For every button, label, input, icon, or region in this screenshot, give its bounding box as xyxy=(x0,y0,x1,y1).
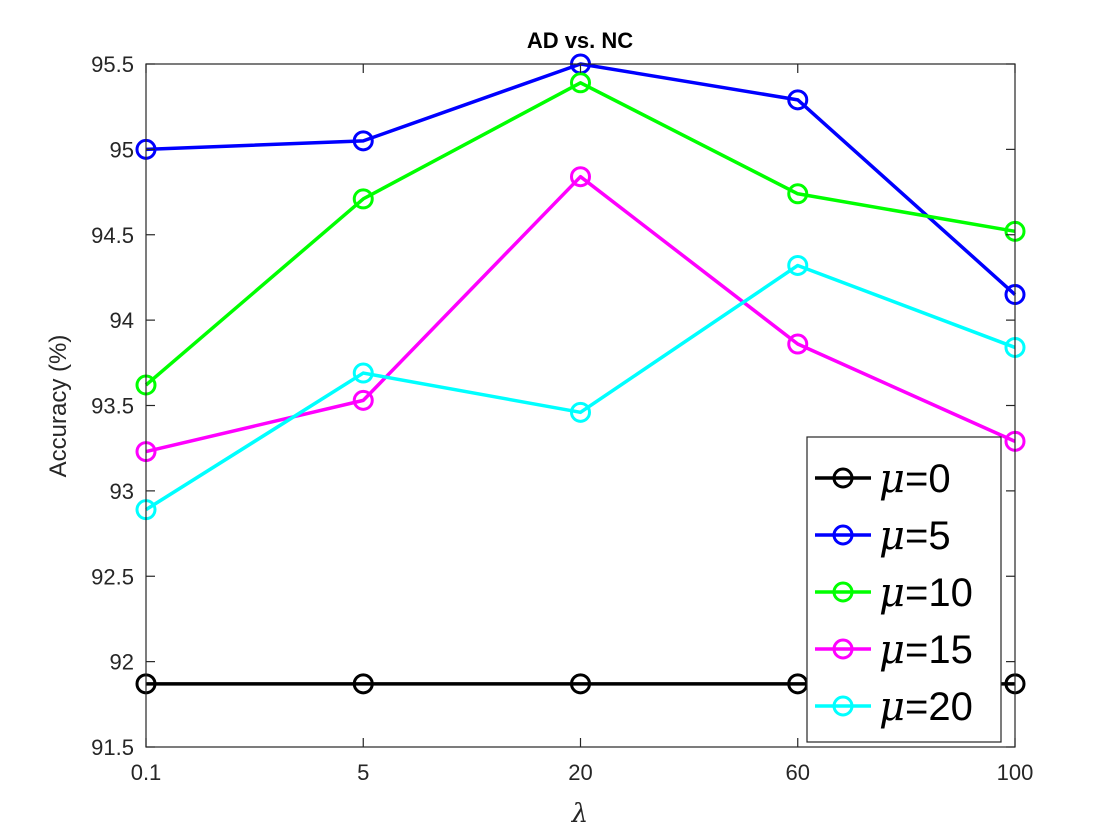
x-axis-label: λ xyxy=(571,799,588,829)
y-tick-label: 95 xyxy=(110,137,134,162)
legend-label: μ=5 xyxy=(879,513,951,559)
series-line xyxy=(145,263,1016,512)
y-tick-label: 94.5 xyxy=(91,223,134,248)
legend-value: =0 xyxy=(905,457,951,501)
legend-symbol: μ xyxy=(879,513,905,559)
y-tick-label: 92 xyxy=(110,650,134,675)
legend-item: μ=15 xyxy=(815,627,973,673)
data-point xyxy=(352,188,374,210)
x-tick-label: 100 xyxy=(997,760,1034,785)
legend-value: =15 xyxy=(905,628,973,672)
y-tick-label: 92.5 xyxy=(91,564,134,589)
legend-item: μ=10 xyxy=(815,570,973,616)
series-2 xyxy=(135,72,1026,396)
data-point xyxy=(570,401,591,423)
axes: 0.1 5 20 60 100 91.5 92 92.5 93 93.5 94 94.5 95 95.5 xyxy=(91,52,1033,785)
legend-label: μ=10 xyxy=(879,570,973,616)
y-tick-label: 91.5 xyxy=(91,735,134,760)
legend-swatch-marker xyxy=(832,638,854,660)
data-point xyxy=(352,130,374,152)
series-line xyxy=(145,62,1017,296)
legend-label: μ=15 xyxy=(879,627,973,673)
chart-title: AD vs. NC xyxy=(527,28,633,53)
data-point xyxy=(352,673,374,695)
legend: μ=0μ=5μ=10μ=15μ=20 xyxy=(806,436,1002,743)
legend-swatch-marker xyxy=(832,524,854,546)
legend-value: =10 xyxy=(905,571,973,615)
legend-value: =5 xyxy=(905,514,951,558)
legend-symbol: μ xyxy=(879,627,905,673)
series-line xyxy=(144,81,1016,387)
data-point xyxy=(352,389,374,411)
legend-item: μ=20 xyxy=(815,684,973,730)
data-point xyxy=(352,362,374,384)
data-point xyxy=(570,72,591,94)
data-point xyxy=(787,254,809,276)
legend-item: μ=0 xyxy=(815,456,951,502)
legend-symbol: μ xyxy=(879,684,905,730)
y-tick-label: 93.5 xyxy=(91,394,134,419)
x-tick-label: 60 xyxy=(786,760,810,785)
legend-symbol: μ xyxy=(879,570,905,616)
x-tick-label: 20 xyxy=(568,760,592,785)
legend-label: μ=0 xyxy=(879,456,951,502)
data-point xyxy=(787,89,809,111)
y-tick-label: 95.5 xyxy=(91,52,134,77)
legend-swatch-marker xyxy=(832,581,854,603)
data-point xyxy=(787,333,809,355)
data-point xyxy=(570,166,591,188)
data-point xyxy=(787,183,809,205)
legend-swatch-marker xyxy=(832,695,854,717)
data-point xyxy=(570,673,591,695)
x-tick-label: 5 xyxy=(357,760,369,785)
legend-label: μ=20 xyxy=(879,684,973,730)
legend-value: =20 xyxy=(905,685,973,729)
y-axis-label: Accuracy (%) xyxy=(45,335,72,478)
legend-item: μ=5 xyxy=(815,513,951,559)
legend-swatch-marker xyxy=(832,467,854,489)
y-tick-label: 93 xyxy=(110,479,134,504)
x-tick-label: 0.1 xyxy=(131,760,162,785)
y-tick-label: 94 xyxy=(110,308,134,333)
legend-symbol: μ xyxy=(879,456,905,502)
